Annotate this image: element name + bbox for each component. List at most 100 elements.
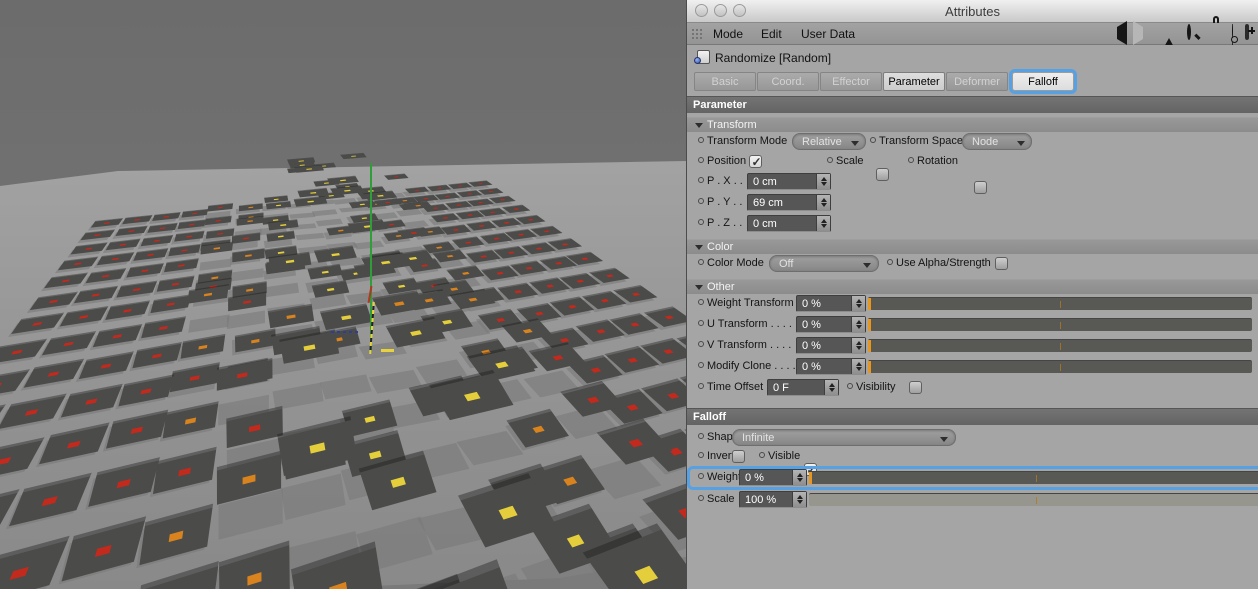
clone-card[interactable]: [78, 352, 134, 380]
rotation-checkbox[interactable]: [974, 181, 987, 194]
clone-card[interactable]: [405, 186, 430, 194]
clone-card[interactable]: [434, 192, 461, 200]
clone-card[interactable]: [150, 294, 192, 314]
arrow-up-icon[interactable]: [1163, 26, 1175, 49]
transform-space-dropdown[interactable]: Node: [962, 133, 1032, 150]
clone-card[interactable]: [60, 384, 123, 418]
stepper-arrows-icon[interactable]: [851, 296, 865, 311]
weight-transform-field[interactable]: 0 %: [796, 295, 866, 312]
clone-card[interactable]: [23, 359, 84, 388]
subsection-transform[interactable]: Transform: [687, 117, 1258, 132]
clone-card[interactable]: [207, 203, 234, 212]
clone-card[interactable]: [507, 409, 569, 448]
menu-edit[interactable]: Edit: [761, 27, 782, 41]
clone-card[interactable]: [164, 258, 199, 273]
clone-card[interactable]: [174, 230, 205, 242]
clone-card[interactable]: [134, 563, 219, 589]
param-dot-icon[interactable]: [698, 320, 704, 327]
clone-card[interactable]: [29, 292, 78, 311]
clone-card[interactable]: [115, 225, 148, 236]
weight-transform-slider[interactable]: [868, 297, 1252, 310]
position-checkbox[interactable]: [749, 155, 762, 169]
viewport-3d[interactable]: [0, 0, 686, 589]
clone-card[interactable]: [88, 458, 160, 507]
clone-card[interactable]: [372, 290, 426, 316]
param-dot-icon[interactable]: [698, 341, 704, 348]
clone-card[interactable]: [141, 316, 186, 339]
clone-card[interactable]: [384, 173, 409, 180]
clone-card[interactable]: [168, 244, 201, 257]
clone-card[interactable]: [291, 543, 386, 589]
param-dot-icon[interactable]: [870, 137, 876, 144]
clone-card[interactable]: [216, 358, 268, 391]
clone-card[interactable]: [105, 300, 150, 320]
clone-card[interactable]: [432, 249, 468, 263]
stepper-arrows-icon[interactable]: [816, 174, 830, 189]
close-window-button[interactable]: [695, 4, 708, 17]
transform-mode-dropdown[interactable]: Relative: [792, 133, 866, 150]
modify-clone-field[interactable]: 0 %: [796, 358, 866, 375]
v-transform-slider[interactable]: [868, 339, 1252, 352]
p-y-field[interactable]: 69 cm: [747, 194, 831, 211]
clone-card[interactable]: [122, 215, 153, 225]
scale-checkbox[interactable]: [876, 168, 889, 181]
stepper-arrows-icon[interactable]: [792, 470, 806, 485]
clone-card[interactable]: [61, 517, 146, 582]
visibility-checkbox[interactable]: [909, 381, 922, 394]
clone-card[interactable]: [41, 331, 96, 356]
clone-card[interactable]: [139, 505, 213, 566]
clone-card[interactable]: [311, 280, 350, 298]
shape-dropdown[interactable]: Infinite: [732, 429, 956, 446]
clone-card[interactable]: [152, 212, 181, 221]
falloff-weight-field[interactable]: 0 %: [739, 469, 807, 486]
clone-card[interactable]: [226, 406, 283, 449]
u-transform-slider[interactable]: [868, 318, 1252, 331]
tab-falloff[interactable]: Falloff: [1012, 72, 1074, 91]
clone-card[interactable]: [147, 223, 178, 233]
param-dot-icon[interactable]: [698, 198, 704, 205]
clone-card[interactable]: [177, 219, 207, 230]
clone-card[interactable]: [219, 542, 290, 589]
param-dot-icon[interactable]: [887, 259, 893, 266]
clone-card[interactable]: [116, 281, 158, 298]
clone-card[interactable]: [501, 204, 531, 213]
clone-card[interactable]: [204, 215, 232, 226]
color-mode-dropdown[interactable]: Off: [769, 255, 879, 272]
clone-card[interactable]: [488, 195, 516, 204]
clone-card[interactable]: [448, 182, 473, 189]
clone-card[interactable]: [400, 562, 528, 589]
tab-coord[interactable]: Coord.: [757, 72, 819, 91]
subsection-color[interactable]: Color: [687, 239, 1258, 254]
param-dot-icon[interactable]: [698, 219, 704, 226]
clone-card[interactable]: [180, 334, 226, 359]
clone-card[interactable]: [497, 283, 539, 300]
falloff-scale-field[interactable]: 100 %: [739, 491, 807, 508]
search-icon[interactable]: [1187, 24, 1191, 40]
stepper-arrows-icon[interactable]: [851, 338, 865, 353]
stepper-arrows-icon[interactable]: [816, 216, 830, 231]
time-offset-field[interactable]: 0 F: [767, 379, 839, 396]
p-x-field[interactable]: 0 cm: [747, 173, 831, 190]
u-transform-field[interactable]: 0 %: [796, 316, 866, 333]
param-dot-icon[interactable]: [698, 473, 704, 480]
clone-card[interactable]: [232, 248, 265, 263]
clone-card[interactable]: [238, 203, 263, 212]
stepper-arrows-icon[interactable]: [792, 492, 806, 507]
zoom-window-button[interactable]: [733, 4, 746, 17]
menu-mode[interactable]: Mode: [713, 27, 744, 41]
clone-card[interactable]: [427, 184, 452, 192]
param-dot-icon[interactable]: [827, 157, 833, 164]
clone-card[interactable]: [397, 227, 431, 239]
clone-card[interactable]: [44, 272, 88, 289]
clone-card[interactable]: [293, 196, 328, 207]
clone-card[interactable]: [73, 286, 119, 304]
param-dot-icon[interactable]: [698, 433, 704, 440]
history-back-icon[interactable]: [1117, 21, 1127, 45]
p-z-field[interactable]: 0 cm: [747, 215, 831, 232]
param-dot-icon[interactable]: [698, 452, 704, 459]
clone-card[interactable]: [347, 219, 388, 234]
clone-card[interactable]: [267, 304, 315, 329]
param-dot-icon[interactable]: [698, 299, 704, 306]
param-dot-icon[interactable]: [908, 157, 914, 164]
clone-card[interactable]: [156, 275, 195, 292]
